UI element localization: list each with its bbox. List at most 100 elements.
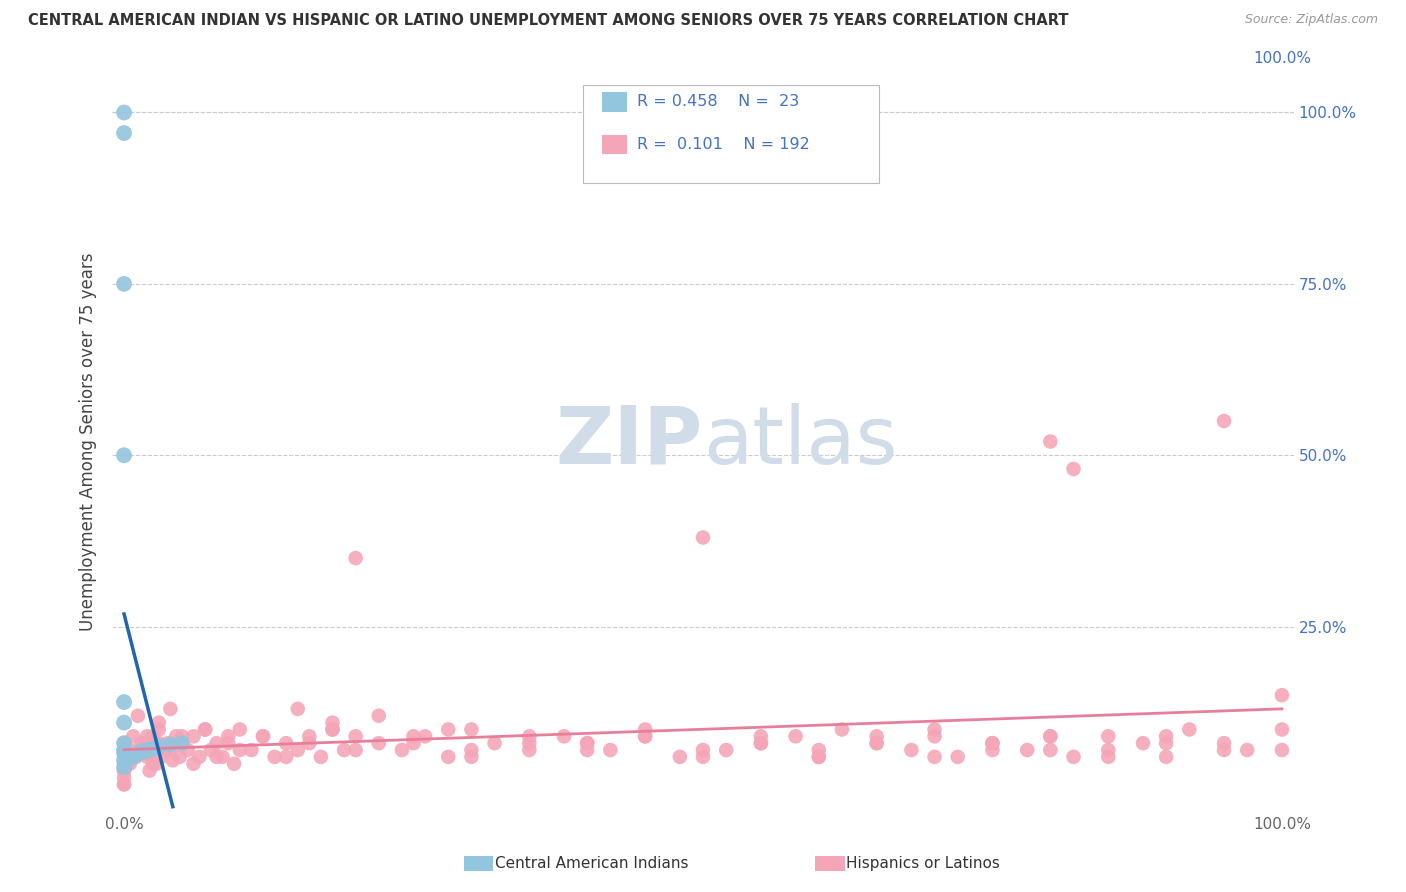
Point (205, 750, 228, 764)
Point (437, 723, 460, 737)
Point (866, 736, 889, 750)
Point (981, 736, 1004, 750)
Point (112, 743, 135, 757)
Point (785, 729, 807, 743)
Point (124, 747, 146, 762)
Point (437, 750, 460, 764)
Point (367, 708, 389, 723)
Point (807, 750, 830, 764)
Point (309, 750, 332, 764)
Point (127, 747, 149, 761)
Point (194, 723, 217, 737)
Point (112, 764, 135, 778)
Text: CENTRAL AMERICAN INDIAN VS HISPANIC OR LATINO UNEMPLOYMENT AMONG SENIORS OVER 75: CENTRAL AMERICAN INDIAN VS HISPANIC OR L… (28, 13, 1069, 29)
Point (946, 750, 969, 764)
Point (217, 736, 239, 750)
Point (170, 729, 193, 743)
Point (517, 729, 540, 743)
Point (1097, 743, 1119, 757)
Point (162, 753, 184, 767)
Point (553, 729, 575, 743)
Point (153, 743, 176, 757)
Point (136, 743, 159, 757)
Point (517, 736, 540, 750)
Point (222, 756, 245, 771)
Point (344, 729, 367, 743)
Point (460, 743, 482, 757)
Point (138, 764, 160, 778)
Point (112, 105, 135, 120)
Point (183, 756, 205, 771)
Point (276, 736, 298, 750)
Point (484, 736, 506, 750)
Point (112, 756, 135, 771)
Point (145, 756, 167, 771)
Point (122, 750, 145, 764)
Point (112, 736, 135, 750)
Point (159, 702, 181, 716)
Point (177, 743, 200, 757)
Point (217, 729, 239, 743)
Point (118, 756, 141, 771)
Point (148, 736, 170, 750)
Point (131, 736, 153, 750)
Point (460, 750, 482, 764)
Point (194, 723, 217, 737)
Point (148, 715, 170, 730)
Point (807, 743, 830, 757)
Point (127, 708, 149, 723)
Point (634, 729, 657, 743)
Point (252, 729, 274, 743)
Text: Hispanics or Latinos: Hispanics or Latinos (846, 856, 1000, 871)
Point (866, 729, 889, 743)
Point (157, 736, 180, 750)
Point (124, 750, 146, 764)
Y-axis label: Unemployment Among Seniors over 75 years: Unemployment Among Seniors over 75 years (79, 252, 97, 631)
Point (924, 750, 946, 764)
Point (924, 723, 946, 737)
Point (924, 729, 946, 743)
Point (112, 764, 135, 778)
Point (749, 736, 772, 750)
Point (150, 750, 173, 764)
Point (229, 743, 252, 757)
Point (1154, 736, 1177, 750)
Point (1271, 688, 1294, 702)
Point (165, 729, 187, 743)
Point (118, 751, 141, 765)
Point (112, 448, 135, 462)
Point (298, 729, 321, 743)
Point (112, 126, 135, 140)
Point (142, 741, 165, 756)
Point (866, 736, 889, 750)
Text: R =  0.101    N = 192: R = 0.101 N = 192 (637, 137, 810, 152)
Point (1017, 743, 1039, 757)
Point (1213, 743, 1236, 757)
Point (112, 753, 135, 767)
Point (321, 723, 343, 737)
Point (159, 738, 181, 752)
Point (211, 750, 233, 764)
Point (112, 715, 135, 730)
Point (576, 736, 599, 750)
Point (124, 750, 146, 764)
Point (112, 736, 135, 750)
Point (148, 739, 170, 754)
Text: ZIP: ZIP (555, 402, 703, 481)
Point (321, 715, 343, 730)
Point (263, 750, 285, 764)
Point (692, 531, 714, 545)
Point (1039, 729, 1062, 743)
Point (1178, 723, 1201, 737)
Point (136, 750, 159, 764)
Point (576, 743, 599, 757)
Point (112, 777, 135, 791)
Point (1154, 750, 1177, 764)
Point (112, 771, 135, 785)
Point (413, 729, 436, 743)
Point (749, 729, 772, 743)
Text: Central American Indians: Central American Indians (495, 856, 689, 871)
Point (1097, 729, 1119, 743)
Point (276, 750, 298, 764)
Point (148, 723, 170, 737)
